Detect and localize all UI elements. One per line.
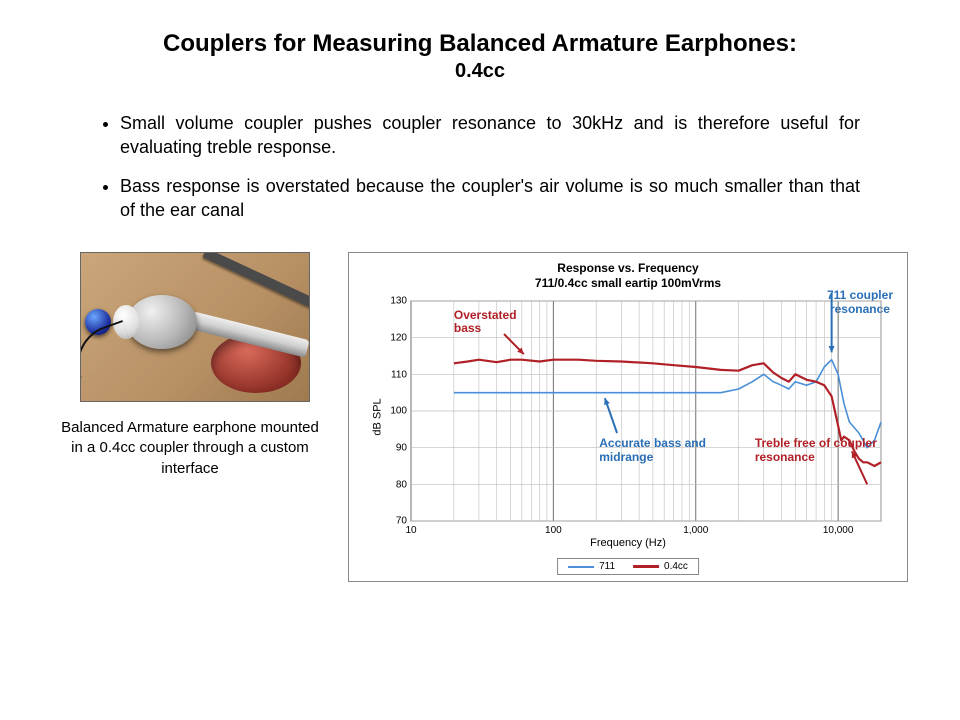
chart-annotation: Overstated bass	[454, 309, 544, 337]
chart-annotation: Accurate bass andmidrange	[599, 437, 706, 465]
legend-label: 0.4cc	[664, 561, 688, 572]
y-tick-label: 100	[390, 406, 407, 417]
y-axis-label: dB SPL	[372, 399, 384, 436]
legend-label: 711	[599, 561, 615, 572]
photo-caption: Balanced Armature earphone mounted in a …	[60, 418, 320, 479]
plot-area: 708090100110120130101001,00010,000Overst…	[411, 301, 881, 521]
photo-column: Balanced Armature earphone mounted in a …	[60, 252, 330, 479]
bullet-list: Small volume coupler pushes coupler reso…	[120, 111, 860, 222]
slide: Couplers for Measuring Balanced Armature…	[0, 0, 960, 720]
chart-annotation: Treble free of couplerresonance	[755, 437, 877, 465]
legend: 711 0.4cc	[557, 558, 699, 575]
x-tick-label: 10	[405, 525, 416, 536]
x-tick-label: 100	[545, 525, 562, 536]
chart-title-line2: 711/0.4cc small eartip 100mVrms	[535, 276, 721, 290]
y-tick-label: 110	[391, 369, 407, 380]
y-tick-label: 90	[396, 442, 407, 453]
legend-swatch-711	[568, 566, 594, 568]
y-tick-label: 130	[390, 296, 407, 307]
title-sub: 0.4cc	[60, 60, 900, 83]
content-row: Balanced Armature earphone mounted in a …	[60, 252, 900, 582]
title-main: Couplers for Measuring Balanced Armature…	[60, 30, 900, 58]
bullet-item: Small volume coupler pushes coupler reso…	[120, 111, 860, 160]
chart: Response vs. Frequency 711/0.4cc small e…	[348, 252, 908, 582]
chart-title-line1: Response vs. Frequency	[557, 261, 698, 275]
x-axis-label: Frequency (Hz)	[349, 537, 907, 549]
x-tick-label: 1,000	[683, 525, 708, 536]
legend-swatch-04cc	[633, 565, 659, 568]
y-tick-label: 80	[396, 479, 407, 490]
legend-item-711: 711	[568, 561, 615, 572]
bullet-item: Bass response is overstated because the …	[120, 174, 860, 223]
x-tick-label: 10,000	[823, 525, 854, 536]
chart-title: Response vs. Frequency 711/0.4cc small e…	[349, 253, 907, 291]
annotation-text: 711 coupler	[827, 288, 893, 302]
photo	[80, 252, 310, 402]
chart-column: Response vs. Frequency 711/0.4cc small e…	[348, 252, 908, 582]
legend-item-04cc: 0.4cc	[633, 561, 688, 572]
title-block: Couplers for Measuring Balanced Armature…	[60, 30, 900, 83]
y-tick-label: 120	[390, 332, 407, 343]
